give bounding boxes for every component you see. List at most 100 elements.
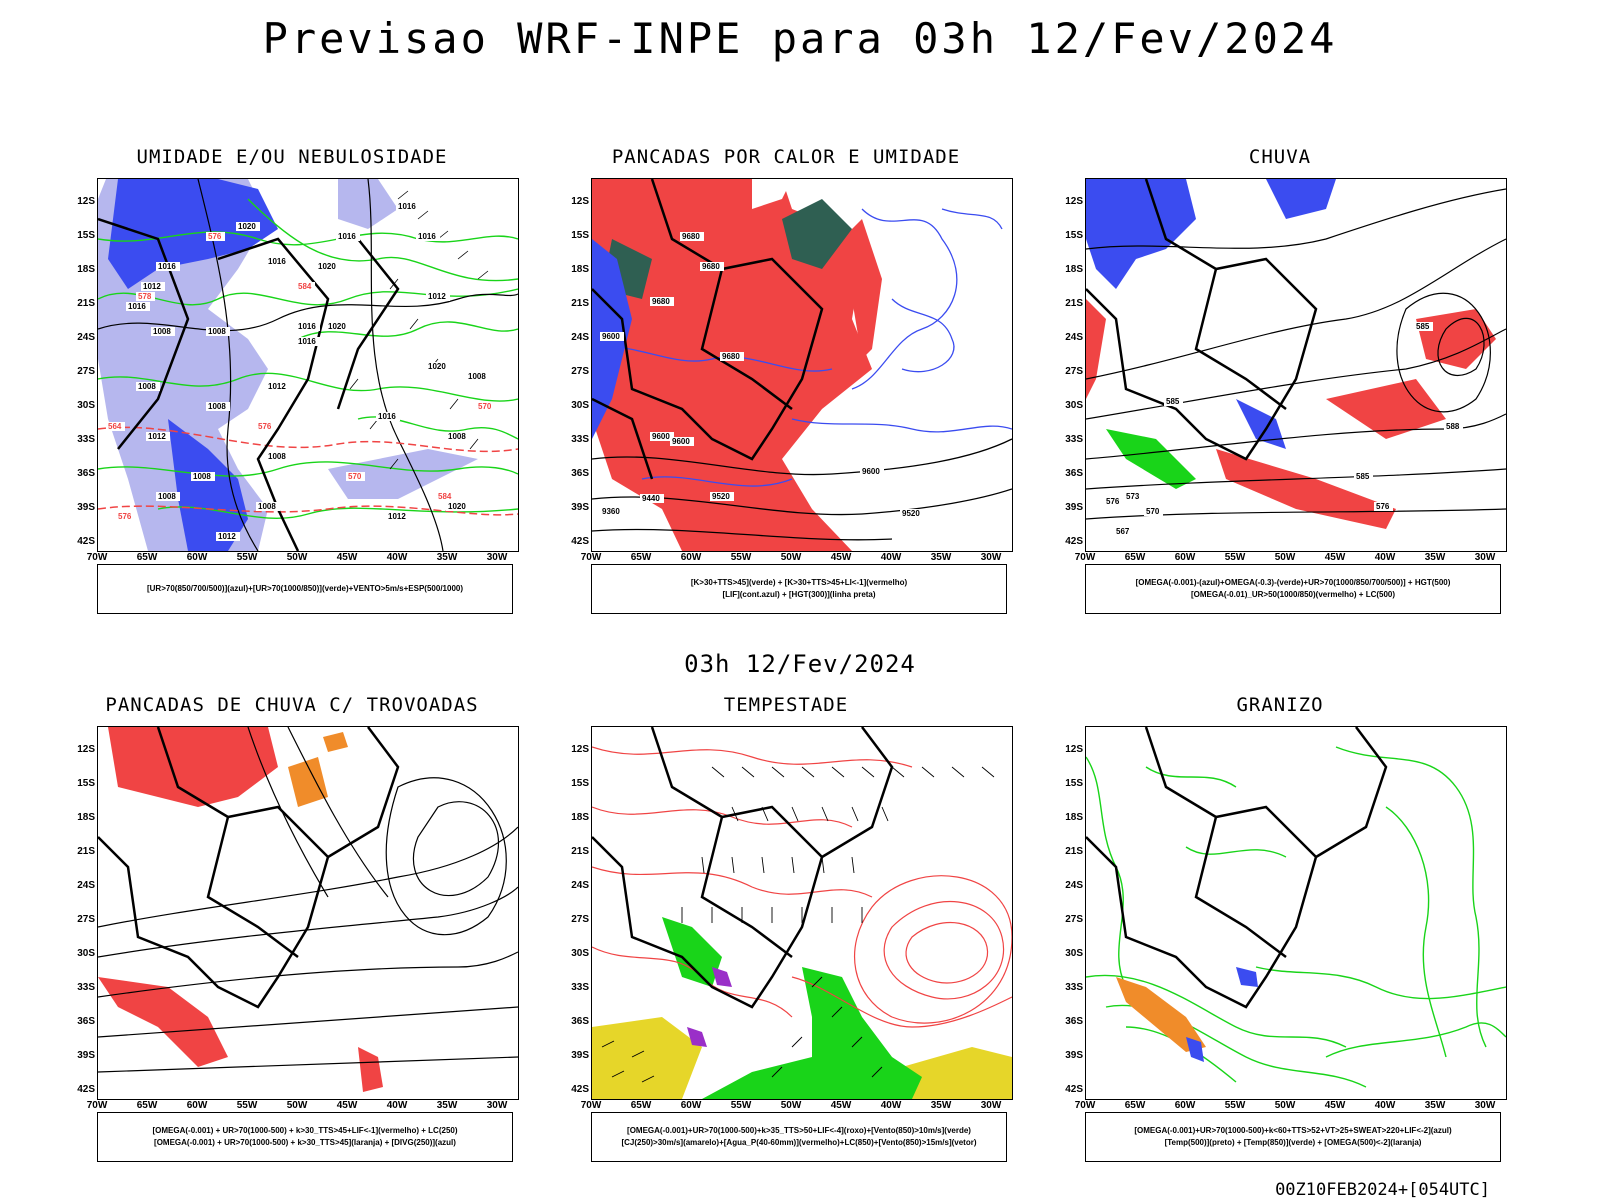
lat-label: 33S — [1065, 982, 1083, 993]
forecast-time-label: 03h 12/Fev/2024 — [684, 650, 916, 678]
contour-label-bg — [466, 372, 490, 381]
contour-label: 1008 — [258, 502, 276, 511]
lon-label: 70W — [580, 552, 602, 563]
contour-label-bg — [296, 322, 320, 331]
panel-legend: [OMEGA(-0.001) + UR>70(1000-500) + k>30_… — [97, 1112, 513, 1162]
contour-label-bg — [386, 512, 410, 521]
blue-area-2 — [1236, 967, 1258, 987]
legend-line: [OMEGA(-0.001)+UR>70(1000-500)+k>35_TTS>… — [627, 1126, 971, 1135]
lon-label: 35W — [436, 552, 458, 563]
lat-label: 33S — [77, 982, 95, 993]
lon-label: 60W — [186, 552, 208, 563]
contour-label: 570 — [478, 402, 492, 411]
lon-label: 60W — [1174, 1100, 1196, 1111]
contour-label-bg — [640, 494, 664, 503]
lat-label: 39S — [1065, 1050, 1083, 1061]
contour-label-bg — [296, 282, 315, 291]
lon-label: 50W — [780, 1100, 802, 1111]
lon-label: 55W — [730, 1100, 752, 1111]
lat-label: 24S — [1065, 332, 1083, 343]
lat-label: 27S — [1065, 914, 1083, 925]
contour-label: 1016 — [418, 232, 436, 241]
borders — [1086, 727, 1388, 1009]
yellow-area — [592, 1017, 702, 1099]
orange-area — [1116, 977, 1206, 1052]
contour-label: 585 — [1356, 472, 1370, 481]
red-area-2 — [1216, 449, 1396, 529]
lat-label: 21S — [1065, 846, 1083, 857]
lon-label: 45W — [830, 552, 852, 563]
contour-label-bg — [236, 222, 260, 231]
lat-label: 12S — [1065, 196, 1083, 207]
contour-label: 576 — [1106, 497, 1120, 506]
red-area — [1416, 309, 1496, 369]
map-granizo-svg — [1086, 727, 1506, 1088]
contour-label-bg — [266, 382, 290, 391]
lat-label: 36S — [571, 1016, 589, 1027]
contour-label-bg — [336, 232, 360, 241]
lat-label: 42S — [77, 1084, 95, 1095]
lat-label: 27S — [571, 366, 589, 377]
contour-label-bg — [296, 337, 320, 346]
lat-label: 39S — [77, 1050, 95, 1061]
lat-label: 27S — [77, 914, 95, 925]
contour-label: 1012 — [268, 382, 286, 391]
contour-label: 576 — [208, 232, 222, 241]
dark-teal-area — [782, 199, 852, 269]
lon-label: 45W — [336, 1100, 358, 1111]
contour-label: 9600 — [862, 467, 880, 476]
contour-label: 1016 — [338, 232, 356, 241]
black-hgt-lines — [592, 438, 1012, 541]
lat-label: 36S — [1065, 468, 1083, 479]
lon-label: 35W — [1424, 1100, 1446, 1111]
lat-label: 15S — [77, 778, 95, 789]
lat-label: 24S — [571, 880, 589, 891]
contour-label-bg — [426, 362, 450, 371]
contour-label-bg — [126, 302, 150, 311]
contour-label: 573 — [1126, 492, 1140, 501]
contour-label-bg — [1444, 422, 1463, 431]
contour-label-bg — [446, 502, 470, 511]
lat-label: 24S — [77, 880, 95, 891]
contour-label: 1020 — [428, 362, 446, 371]
contour-label: 584 — [438, 492, 452, 501]
red-area — [108, 727, 278, 807]
lat-label: 30S — [1065, 400, 1083, 411]
panel-pancadas-calor: PANCADAS POR CALOR E UMIDADE — [551, 146, 1021, 626]
legend-line: [OMEGA(-0.01)_UR>50(1000/850)(vermelho) … — [1190, 590, 1396, 599]
contour-label: 588 — [1446, 422, 1460, 431]
legend-line: [OMEGA(-0.001)+UR>70(1000-500)+k<60+TTS>… — [1134, 1126, 1452, 1135]
map-granizo — [1085, 726, 1507, 1100]
contour-label-bg — [156, 492, 180, 501]
contour-label-bg — [416, 232, 440, 241]
panel-title: GRANIZO — [1236, 694, 1324, 716]
lat-label: 27S — [77, 366, 95, 377]
panel-legend: [OMEGA(-0.001)+UR>70(1000-500)+k>35_TTS>… — [591, 1112, 1007, 1162]
map-chuva-svg: 585 585 576 573 570 567 585 576 588 — [1086, 179, 1506, 536]
lon-label: 30W — [1474, 552, 1496, 563]
contour-label-bg — [1354, 472, 1373, 481]
contour-label: 585 — [1416, 322, 1430, 331]
lon-label: 45W — [1324, 552, 1346, 563]
legend-line: [OMEGA(-0.001) + UR>70(1000-500) + k>30_… — [154, 1138, 456, 1147]
contour-label: 9680 — [702, 262, 720, 271]
contour-label-bg — [1374, 502, 1393, 511]
blue-contours — [592, 208, 1012, 487]
lat-label: 12S — [571, 744, 589, 755]
lon-label: 45W — [830, 1100, 852, 1111]
lon-label: 50W — [286, 1100, 308, 1111]
lon-label: 60W — [680, 1100, 702, 1111]
lat-label: 18S — [571, 264, 589, 275]
red-area-2 — [842, 219, 882, 359]
lat-label: 12S — [77, 196, 95, 207]
green-area — [1106, 429, 1196, 489]
lat-label: 42S — [571, 1084, 589, 1095]
lon-label: 70W — [1074, 1100, 1096, 1111]
contour-label-bg — [1144, 507, 1163, 516]
contour-label: 1008 — [208, 402, 226, 411]
lon-label: 70W — [580, 1100, 602, 1111]
contour-label-bg — [680, 232, 704, 241]
panel-granizo: GRANIZO 12S 15 — [1045, 694, 1515, 1174]
lat-label: 18S — [571, 812, 589, 823]
contour-label-bg — [860, 467, 884, 476]
